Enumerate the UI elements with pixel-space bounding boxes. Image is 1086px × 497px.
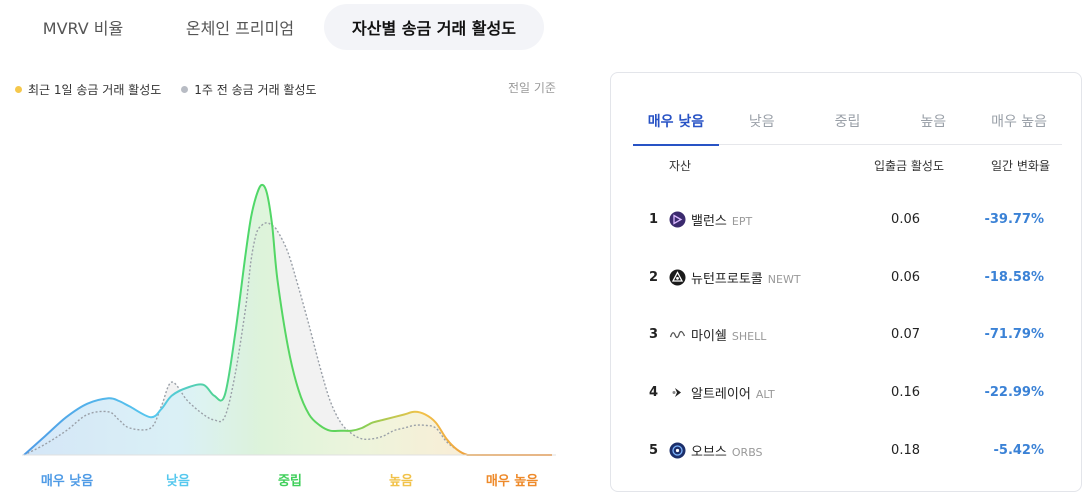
- asset-name: 오브스: [691, 444, 727, 460]
- x-label-very-high: 매우 높음: [485, 474, 539, 489]
- tab-low[interactable]: 낮음: [748, 114, 775, 130]
- table-row[interactable]: 5 오브스 ORBS 0.18 -5.42%: [633, 421, 1062, 479]
- asset-ticker: ORBS: [731, 445, 763, 459]
- asset-ticker: SHELL: [731, 330, 767, 344]
- shell-coin-icon: [669, 326, 686, 343]
- table-header: 자산 입출금 활성도 일간 변화율: [633, 153, 1062, 177]
- previous-week-line: [23, 222, 552, 456]
- table-row[interactable]: 2 뉴턴프로토콜 NEWT 0.06 -18.58%: [633, 249, 1062, 307]
- asset-ticker: EPT: [731, 215, 753, 229]
- asset-name: 마이쉘: [691, 329, 727, 345]
- row-rank: 1: [649, 212, 659, 228]
- asset-ticker: NEWT: [767, 272, 801, 286]
- row-activity: 0.16: [891, 385, 920, 401]
- row-asset-name: 알트레이어 ALT: [691, 383, 775, 402]
- table-row[interactable]: 3 마이쉘 SHELL 0.07 -71.79%: [633, 306, 1062, 364]
- legend-current-label: 최근 1일 송금 거래 활성도: [28, 83, 162, 97]
- alt-coin-icon: [669, 384, 686, 401]
- row-change: -5.42%: [993, 442, 1045, 458]
- legend-previous-dot: [181, 86, 189, 93]
- x-label-neutral: 중립: [278, 474, 302, 489]
- row-rank: 5: [649, 442, 659, 458]
- x-label-low: 낮음: [166, 474, 190, 489]
- row-change: -71.79%: [984, 327, 1044, 343]
- row-change: -18.58%: [984, 269, 1044, 285]
- tab-high[interactable]: 높음: [920, 114, 947, 130]
- previous-week-area: [24, 222, 552, 455]
- current-day-area: [24, 184, 552, 456]
- x-label-high: 높음: [389, 474, 413, 489]
- tab-very-high[interactable]: 매우 높음: [991, 114, 1048, 130]
- reference-note: 전일 기준: [508, 81, 556, 95]
- row-asset-name: 오브스 ORBS: [691, 441, 763, 460]
- row-asset-name: 뉴턴프로토콜 NEWT: [691, 268, 801, 287]
- asset-table: 1 밸런스 EPT 0.06 -39.77% 2 뉴턴프로토콜 NEWT 0.06 …: [633, 191, 1062, 479]
- asset-name: 밸런스: [691, 214, 727, 230]
- x-axis-labels: 매우 낮음 낮음 중립 높음 매우 높음: [0, 470, 560, 490]
- column-change: 일간 변화율: [990, 159, 1050, 173]
- table-row[interactable]: 1 밸런스 EPT 0.06 -39.77%: [633, 191, 1062, 249]
- x-label-very-low: 매우 낮음: [40, 474, 94, 489]
- row-rank: 4: [649, 385, 659, 401]
- row-activity: 0.06: [891, 212, 920, 228]
- table-row[interactable]: 4 알트레이어 ALT 0.16 -22.99%: [633, 364, 1062, 422]
- tab-mvrv[interactable]: MVRV 비율: [42, 19, 124, 38]
- row-activity: 0.18: [891, 442, 920, 458]
- asset-name: 뉴턴프로토콜: [691, 271, 763, 287]
- row-asset-name: 밸런스 EPT: [691, 210, 752, 229]
- tab-transfer-activity[interactable]: 자산별 송금 거래 활성도: [324, 4, 544, 50]
- row-activity: 0.06: [891, 269, 920, 285]
- newt-coin-icon: [669, 269, 686, 286]
- asset-ticker: ALT: [755, 388, 775, 402]
- distribution-chart: [22, 183, 556, 456]
- legend-previous-label: 1주 전 송금 거래 활성도: [194, 83, 317, 97]
- chart-legend: 최근 1일 송금 거래 활성도 1주 전 송금 거래 활성도: [15, 81, 337, 98]
- legend-previous: 1주 전 송금 거래 활성도: [181, 81, 317, 98]
- current-day-line: [23, 183, 552, 456]
- column-asset: 자산: [669, 159, 692, 173]
- tab-very-low[interactable]: 매우 낮음: [633, 97, 719, 146]
- ept-coin-icon: [669, 211, 686, 228]
- row-change: -39.77%: [984, 212, 1044, 228]
- row-rank: 2: [649, 269, 659, 285]
- activity-level-tabs: 매우 낮음 낮음 중립 높음 매우 높음: [633, 97, 1062, 146]
- column-activity: 입출금 활성도: [873, 159, 944, 173]
- top-tab-bar: MVRV 비율 온체인 프리미엄 자산별 송금 거래 활성도: [10, 4, 544, 50]
- asset-name: 알트레이어: [691, 387, 751, 403]
- legend-current-dot: [15, 86, 22, 93]
- tab-onchain-premium[interactable]: 온체인 프리미엄: [185, 19, 295, 38]
- tab-neutral[interactable]: 중립: [834, 114, 861, 130]
- asset-ranking-panel: 매우 낮음 낮음 중립 높음 매우 높음 자산 입출금 활성도 일간 변화율 1…: [610, 72, 1082, 492]
- orbs-coin-icon: [669, 442, 686, 459]
- row-change: -22.99%: [984, 385, 1044, 401]
- row-asset-name: 마이쉘 SHELL: [691, 325, 766, 344]
- row-rank: 3: [649, 327, 659, 343]
- legend-current: 최근 1일 송금 거래 활성도: [15, 81, 161, 98]
- row-activity: 0.07: [891, 327, 920, 343]
